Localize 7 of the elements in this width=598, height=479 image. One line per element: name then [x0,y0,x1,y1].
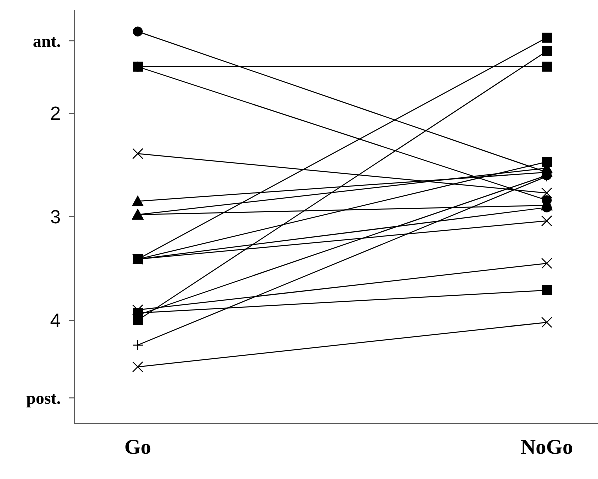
y-tick-label: 2 [50,104,61,126]
x-tick-label: NoGo [520,435,574,459]
y-tick-label: ant. [33,32,61,51]
x-tick-label: Go [124,435,152,459]
y-tick-label: 4 [50,311,62,332]
y-tick-label: post. [26,389,61,408]
y-tick-label: 3 [50,208,61,229]
